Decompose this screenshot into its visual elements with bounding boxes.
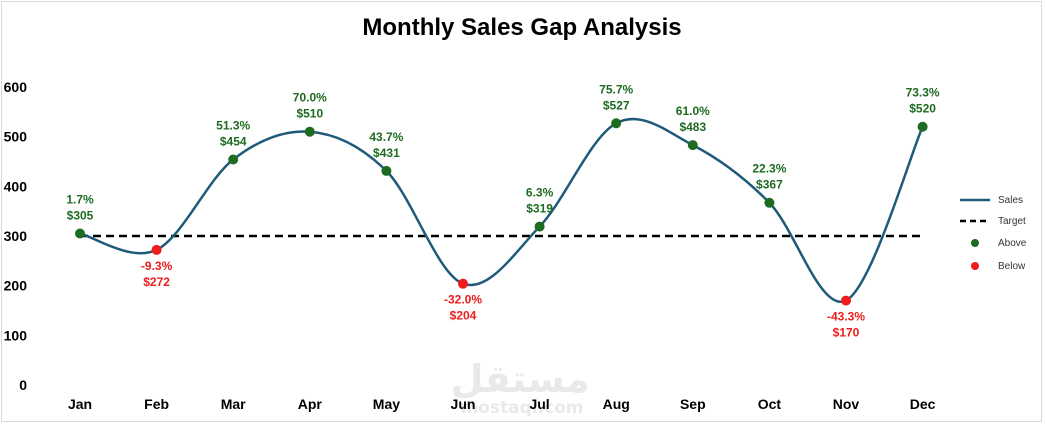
data-label-value: $170 [833,326,860,340]
data-label-value: $431 [373,146,400,160]
y-tick-label: 0 [19,377,27,393]
data-label-percent: 6.3% [526,186,554,200]
data-point-above [611,118,622,129]
y-tick-label: 400 [4,178,28,194]
data-point-above [304,126,315,137]
watermark-arabic: مستقل [451,357,590,401]
data-label-percent: 43.7% [369,130,403,144]
data-point-above [381,165,392,176]
data-label-value: $527 [603,98,630,112]
legend-below-label: Below [998,261,1026,272]
data-label-percent: 75.7% [599,82,633,96]
legend-below-swatch [971,262,979,270]
data-point-above [764,197,775,208]
x-tick-label: Dec [910,396,936,412]
data-label-percent: -43.3% [827,310,865,324]
data-point-above [75,228,85,239]
x-tick-label: Feb [144,396,169,412]
y-tick-label: 600 [4,79,28,95]
data-label-value: $367 [756,178,783,192]
data-point-above [917,121,928,132]
data-label-value: $204 [450,309,477,323]
x-tick-label: Apr [298,396,323,412]
chart-title: Monthly Sales Gap Analysis [362,14,681,41]
data-label-percent: 1.7% [66,193,94,207]
data-label-percent: -32.0% [444,293,482,307]
y-tick-label: 100 [4,327,28,343]
y-axis-ticks: 0 100 200 300 400 500 600 [4,79,28,393]
data-label-percent: -9.3% [141,259,173,273]
x-tick-label: Sep [680,396,706,412]
watermark: مستقل mostaql.com [451,357,590,418]
x-tick-label: Mar [221,396,246,412]
x-tick-label: May [373,396,400,412]
x-tick-label: Jan [68,396,92,412]
y-tick-label: 300 [4,228,28,244]
data-labels: 1.7% $305 -9.3% $272 51.3% $454 70.0% $510 43.7%… [66,82,940,339]
y-tick-label: 200 [4,278,28,294]
legend-above-label: Above [998,238,1027,249]
data-label-percent: 22.3% [752,162,786,176]
data-label-percent: 61.0% [676,104,710,118]
legend: Sales Target Above Below [960,195,1027,272]
sales-series [79,117,924,304]
data-label-value: $520 [909,102,936,116]
data-label-value: $510 [296,107,323,121]
data-label-percent: 70.0% [293,91,327,105]
x-axis-ticks: Jan Feb Mar Apr May Jun Jul Aug Sep Oct Nov Dec [68,396,936,412]
data-label-value: $483 [679,120,706,134]
data-point-above [228,154,239,165]
y-tick-label: 500 [4,129,28,145]
x-tick-label: Oct [758,396,782,412]
data-point-above [687,140,698,151]
data-label-value: $319 [526,202,553,216]
data-point-below [151,244,162,255]
data-points [75,118,928,306]
sales-line [79,117,924,304]
x-tick-label: Jun [451,396,476,412]
data-label-value: $305 [67,209,94,223]
x-tick-label: Aug [603,396,630,412]
data-point-below [458,278,468,289]
data-point-below [841,295,851,306]
legend-above-swatch [971,239,979,247]
data-label-value: $272 [143,275,170,289]
x-tick-label: Nov [833,396,860,412]
legend-target-label: Target [998,216,1026,227]
data-label-percent: 73.3% [906,86,940,100]
data-label-value: $454 [220,135,247,149]
x-tick-label: Jul [529,396,549,412]
legend-sales-label: Sales [998,195,1023,206]
watermark-latin: mostaql.com [460,398,583,418]
data-point-above [534,221,545,232]
data-label-percent: 51.3% [216,119,250,133]
